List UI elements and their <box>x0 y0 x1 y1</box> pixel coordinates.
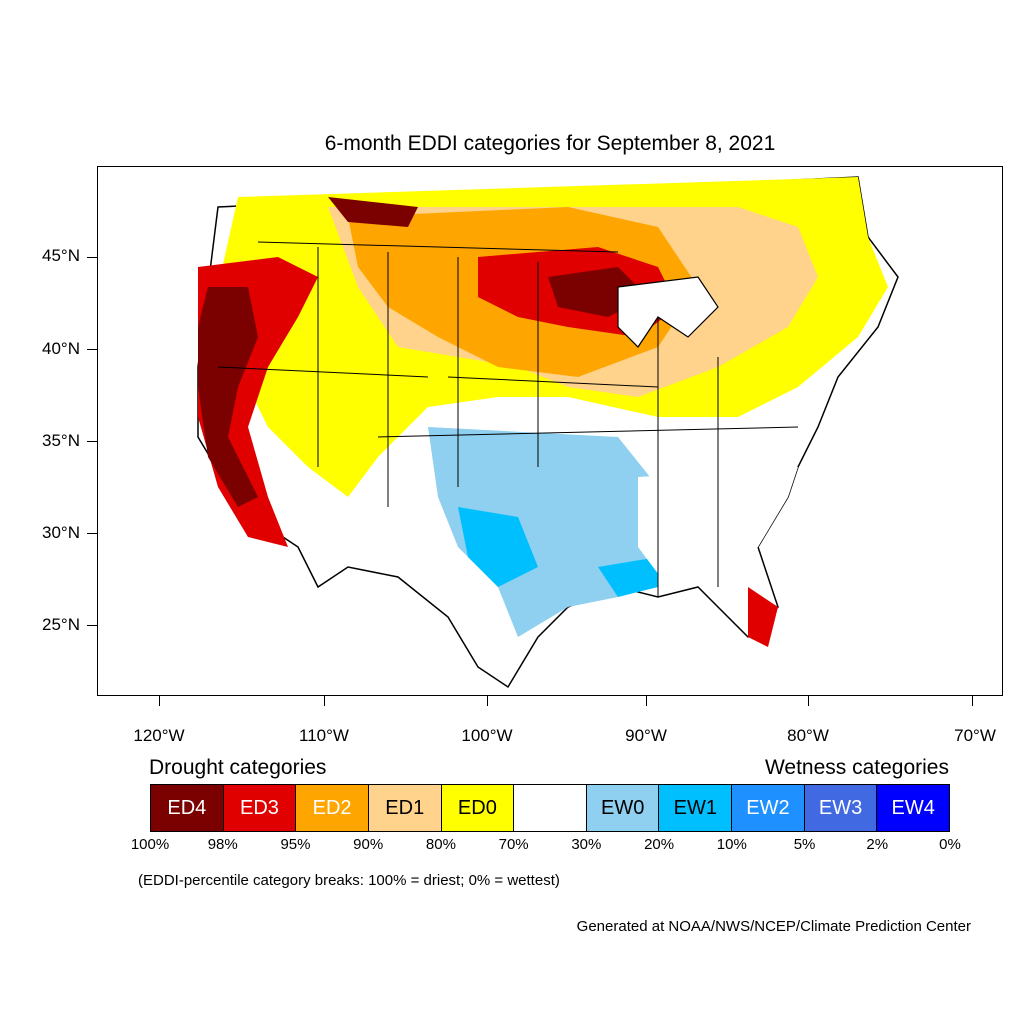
lat-label-45: 45°N <box>42 246 80 265</box>
legend-break-label: 0% <box>939 836 961 853</box>
lat-tick <box>87 533 97 534</box>
lon-tick <box>324 696 325 706</box>
lat-tick <box>87 257 97 258</box>
lon-tick <box>972 696 973 706</box>
legend-colorbar: ED4 ED3 ED2 ED1 ED0 EW0 EW1 EW2 EW3 EW4 <box>150 784 950 832</box>
ew1-region-gulf <box>598 557 658 597</box>
legend-cell-ed2: ED2 <box>296 785 369 831</box>
lon-label-90: 90°W <box>625 726 667 745</box>
lon-tick <box>487 696 488 706</box>
lon-label-70: 70°W <box>954 726 996 745</box>
eddi-map <box>197 176 899 689</box>
legend-break-label: 70% <box>498 836 529 853</box>
legend-cell-ed1: ED1 <box>368 785 442 831</box>
ed4-region-montana <box>328 197 418 227</box>
lat-tick <box>87 441 97 442</box>
lat-label-25: 25°N <box>42 615 80 634</box>
lon-label-100: 100°W <box>461 726 513 745</box>
legend-cell-ew1: EW1 <box>659 785 733 831</box>
lat-label-40: 40°N <box>42 339 80 358</box>
legend-cell-ew2: EW2 <box>732 785 805 831</box>
map-title: 6-month EDDI categories for September 8,… <box>324 132 776 155</box>
lon-tick <box>159 696 160 706</box>
lon-label-110: 110°W <box>299 726 349 745</box>
lat-tick <box>87 625 97 626</box>
latitude-line <box>257 241 619 253</box>
wetness-heading: Wetness categories <box>764 756 949 779</box>
legend-break-label: 100% <box>130 836 170 853</box>
ew1-region <box>458 507 538 587</box>
legend-break-label: 5% <box>793 836 816 853</box>
category-note: (EDDI-percentile category breaks: 100% =… <box>138 872 560 889</box>
map-area <box>97 166 1003 696</box>
legend-break-label: 10% <box>716 836 747 853</box>
ed3-region-florida <box>748 587 778 647</box>
ed4-region-west <box>198 287 258 507</box>
legend-cell-ew4: EW4 <box>877 785 950 831</box>
drought-heading: Drought categories <box>149 756 327 779</box>
legend-break-label: 98% <box>207 836 238 853</box>
lat-label-35: 35°N <box>42 431 80 450</box>
lon-tick <box>808 696 809 706</box>
state-line <box>447 376 659 388</box>
state-line <box>217 366 429 378</box>
state-line <box>377 426 799 438</box>
legend-break-label: 90% <box>353 836 384 853</box>
legend-cell-ed4: ED4 <box>151 785 224 831</box>
legend-cell-ew0: EW0 <box>586 785 660 831</box>
legend-cell-ew3: EW3 <box>804 785 878 831</box>
legend-break-label: 95% <box>280 836 311 853</box>
lon-label-120: 120°W <box>133 726 185 745</box>
legend-break-label: 30% <box>571 836 602 853</box>
credit-line: Generated at NOAA/NWS/NCEP/Climate Predi… <box>576 918 971 935</box>
legend-break-label: 80% <box>425 836 456 853</box>
ew0-region <box>428 427 658 637</box>
legend-cell-neutral <box>514 785 587 831</box>
great-lakes <box>617 276 719 348</box>
legend-cell-ed3: ED3 <box>223 785 297 831</box>
legend-break-label: 20% <box>644 836 675 853</box>
lat-tick <box>87 349 97 350</box>
lon-tick <box>646 696 647 706</box>
lat-label-30: 30°N <box>42 523 80 542</box>
lon-label-80: 80°W <box>787 726 829 745</box>
legend-cell-ed0: ED0 <box>441 785 515 831</box>
legend-break-label: 2% <box>866 836 889 853</box>
